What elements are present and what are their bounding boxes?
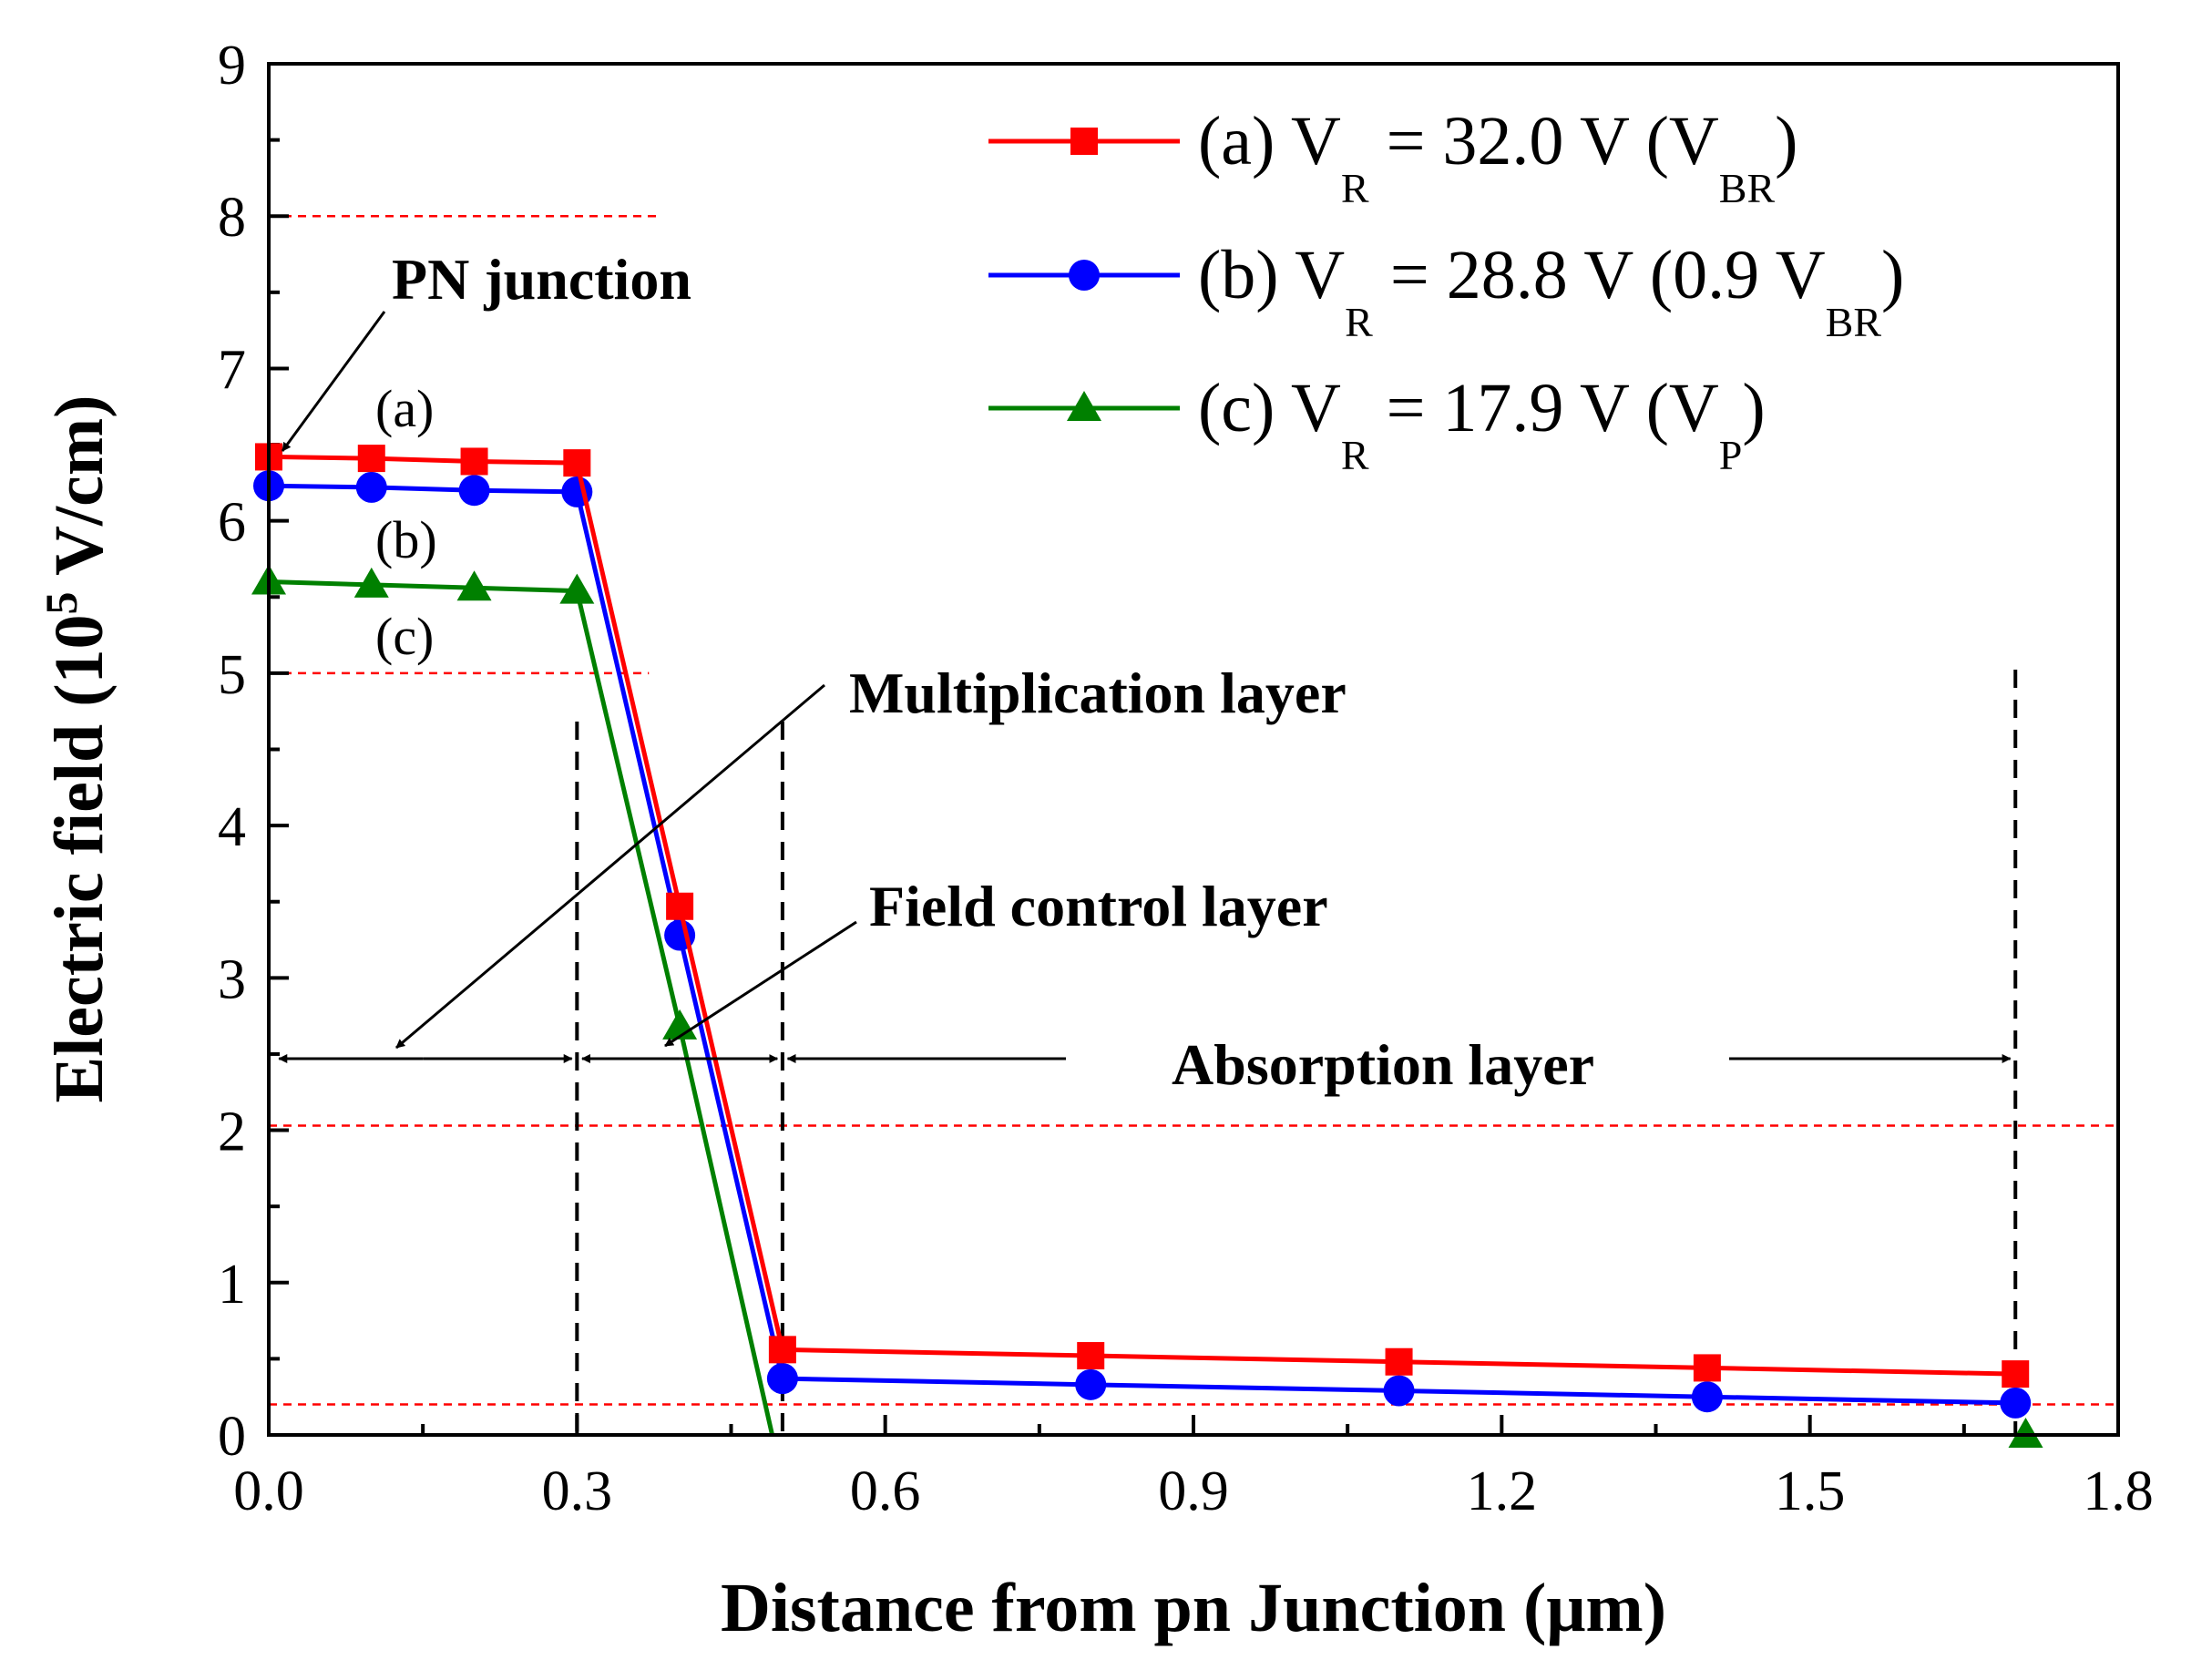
legend-label-part: = 32.0 V (V (1369, 103, 1719, 179)
curve-tag-c: (c) (375, 607, 434, 666)
y-tick-label: 0 (218, 1406, 246, 1468)
data-point (2000, 1387, 2032, 1419)
y-axis-title-tail: V/cm) (41, 395, 118, 592)
legend-label-part: (b) V (1198, 237, 1345, 313)
series-line (268, 454, 2016, 1377)
legend-label-sub: R (1345, 299, 1373, 345)
series-b (253, 470, 2032, 1419)
y-tick-label: 9 (218, 35, 246, 97)
reference-lines (269, 214, 2118, 1406)
y-axis-title-main: Electric field (10 (41, 614, 118, 1102)
legend-label-sub: P (1719, 432, 1743, 478)
y-axis-title-sup: 5 (36, 591, 87, 614)
data-point (460, 447, 488, 476)
plot-frame (267, 62, 2120, 1437)
y-tick-label: 6 (218, 492, 246, 554)
series-line (268, 483, 2016, 1406)
curve-tag-b: (b) (375, 510, 437, 569)
series-line (268, 579, 775, 1436)
x-tick-label: 1.2 (1467, 1460, 1538, 1522)
y-axis-title: Electric field (105 V/cm) (36, 395, 118, 1103)
x-tick-labels: 0.0 0.3 0.6 0.9 1.2 1.5 1.8 (233, 1460, 2154, 1522)
legend-marker-b (1069, 260, 1100, 291)
data-point (1693, 1354, 1721, 1382)
legend-label-part: ) (1881, 237, 1904, 313)
legend-label-b: (b) VR = 28.8 V (0.9 VBR) (1198, 237, 1904, 345)
legend-label-part: ) (1775, 103, 1797, 179)
data-point (1077, 1342, 1105, 1370)
data-point (768, 1336, 796, 1364)
field-control-layer-label: Field control layer (869, 874, 1328, 938)
data-point (2008, 1418, 2043, 1448)
y-tick-label: 2 (218, 1101, 246, 1163)
legend-label-sub: BR (1719, 165, 1776, 211)
region-boundaries (575, 670, 2018, 1435)
data-point (357, 445, 385, 473)
data-point (766, 1363, 798, 1395)
legend-label-part: ) (1742, 370, 1765, 446)
data-point (353, 567, 389, 598)
data-point (666, 892, 694, 920)
data-point (1383, 1375, 1415, 1407)
x-tick-label: 0.0 (233, 1460, 304, 1522)
legend-label-part: (a) V (1198, 103, 1341, 179)
x-tick-label: 1.5 (1775, 1460, 1846, 1522)
legend-label-sub: R (1341, 165, 1369, 211)
field-control-arrow (664, 920, 857, 1048)
legend: (a) VR = 32.0 V (VBR)(b) VR = 28.8 V (0.… (988, 103, 1904, 478)
multiplication-layer-label: Multiplication layer (849, 661, 1347, 725)
curve-tag-a: (a) (375, 379, 434, 438)
data-point (563, 449, 591, 477)
x-tick-label: 0.9 (1158, 1460, 1229, 1522)
data-point (355, 471, 387, 503)
data-point (559, 573, 595, 604)
y-tick-label: 4 (218, 796, 246, 858)
y-tick-label: 7 (218, 339, 246, 401)
legend-label-part: = 17.9 V (V (1369, 370, 1719, 446)
multiplication-arrow (395, 683, 825, 1050)
series-layer (251, 443, 2043, 1448)
legend-label-part: = 28.8 V (0.9 V (1373, 237, 1826, 313)
data-point (2002, 1360, 2030, 1388)
y-tick-label: 8 (218, 187, 246, 249)
y-tick-labels: 0 1 2 3 4 5 6 7 8 9 (218, 35, 246, 1468)
legend-label-a: (a) VR = 32.0 V (VBR) (1198, 103, 1797, 211)
pn-junction-label: PN junction (392, 247, 691, 312)
y-tick-label: 1 (218, 1254, 246, 1316)
data-point (456, 570, 492, 601)
series-c (251, 564, 2043, 1448)
absorption-layer-label: Absorption layer (1172, 1032, 1594, 1097)
data-point (1075, 1368, 1107, 1400)
legend-marker-c (1067, 391, 1101, 421)
legend-label-part: (c) V (1198, 370, 1341, 446)
x-axis-title: Distance from pn Junction (μm) (721, 1570, 1666, 1646)
x-tick-label: 0.3 (542, 1460, 613, 1522)
legend-label-c: (c) VR = 17.9 V (VP) (1198, 370, 1766, 478)
legend-marker-a (1070, 128, 1098, 155)
x-tick-label: 0.6 (850, 1460, 921, 1522)
annotation-arrows (278, 311, 2012, 1063)
series-a (255, 443, 2030, 1388)
legend-label-sub: BR (1826, 299, 1882, 345)
y-tick-label: 3 (218, 948, 246, 1010)
data-point (1385, 1347, 1413, 1376)
data-point (458, 475, 490, 507)
y-tick-label: 5 (218, 644, 246, 706)
x-tick-label: 1.8 (2083, 1460, 2154, 1522)
pn-junction-arrow (281, 311, 386, 452)
data-point (1691, 1381, 1723, 1413)
legend-label-sub: R (1341, 432, 1369, 478)
